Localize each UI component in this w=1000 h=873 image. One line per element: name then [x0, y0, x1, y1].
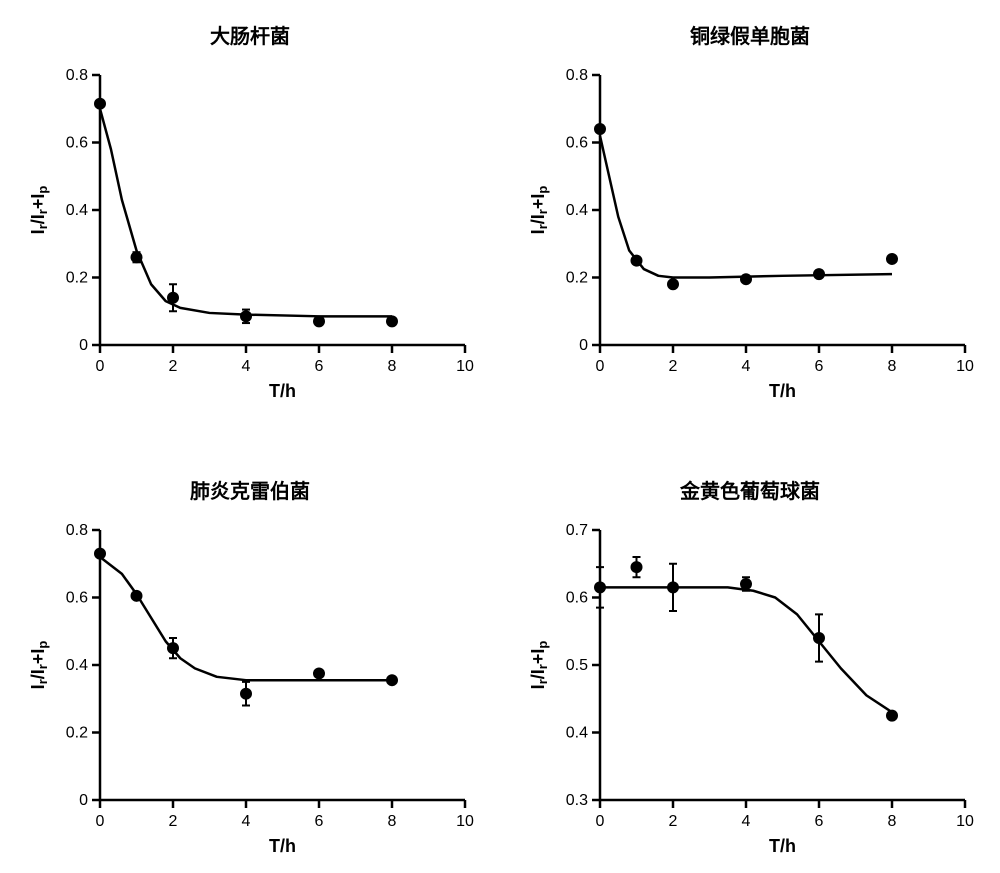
data-point: [740, 273, 752, 285]
y-tick-label: 0.8: [566, 67, 588, 84]
data-point: [94, 98, 106, 110]
data-point: [886, 710, 898, 722]
panel-paeruginosa: 铜绿假单胞菌 0 0.2 0.4 0.6 0.8 0 2 4 6 8 10 T/h Ir/Ir+Ip: [520, 20, 980, 415]
axis-frame: [100, 530, 465, 800]
x-tick-label: 2: [669, 813, 678, 830]
x-tick-label: 4: [742, 813, 751, 830]
data-point: [631, 255, 643, 267]
y-axis-label: Ir/Ir+Ip: [528, 641, 550, 690]
y-tick-label: 0.6: [566, 590, 588, 607]
chart-title: 金黄色葡萄球菌: [520, 475, 980, 504]
chart-svg: 0 0.2 0.4 0.6 0.8 0 2 4 6 8 10 T/h Ir/Ir+Ip: [20, 55, 480, 415]
y-tick-label: 0.6: [566, 135, 588, 152]
x-tick-label: 6: [815, 358, 824, 375]
y-axis-label: Ir/Ir+Ip: [528, 186, 550, 235]
chart-grid: 大肠杆菌 0 0.2 0.4 0.6 0.8 0 2 4 6 8 10 T/h Ir/Ir+Ip 铜绿假单…: [20, 20, 980, 853]
x-tick-label: 6: [315, 358, 324, 375]
y-tick-label: 0: [79, 337, 88, 354]
axis-frame: [600, 75, 965, 345]
x-tick-label: 8: [888, 358, 897, 375]
x-axis-label: T/h: [769, 381, 796, 401]
x-tick-label: 0: [596, 813, 605, 830]
data-point: [594, 123, 606, 135]
x-tick-label: 0: [96, 813, 105, 830]
x-tick-label: 4: [242, 358, 251, 375]
x-tick-label: 4: [242, 813, 251, 830]
data-point: [667, 581, 679, 593]
x-axis-label: T/h: [269, 381, 296, 401]
x-tick-label: 4: [742, 358, 751, 375]
panel-kpneumoniae: 肺炎克雷伯菌 0 0.2 0.4 0.6 0.8 0 2 4 6 8 10 T/h Ir/Ir+Ip: [20, 475, 480, 870]
data-point: [386, 674, 398, 686]
data-point: [813, 268, 825, 280]
data-point: [94, 548, 106, 560]
x-tick-label: 6: [815, 813, 824, 830]
data-point: [167, 292, 179, 304]
x-tick-label: 0: [96, 358, 105, 375]
data-point: [131, 251, 143, 263]
y-tick-label: 0.8: [66, 522, 88, 539]
y-tick-label: 0.4: [566, 725, 588, 742]
fit-curve: [600, 587, 892, 712]
y-tick-label: 0.2: [566, 270, 588, 287]
chart-title: 大肠杆菌: [20, 20, 480, 49]
x-tick-label: 8: [888, 813, 897, 830]
x-tick-label: 2: [169, 358, 178, 375]
x-tick-label: 6: [315, 813, 324, 830]
data-point: [313, 667, 325, 679]
y-tick-label: 0.5: [566, 657, 588, 674]
data-point: [813, 632, 825, 644]
x-tick-label: 10: [456, 813, 474, 830]
x-tick-label: 8: [388, 813, 397, 830]
y-tick-label: 0.4: [66, 657, 88, 674]
chart-svg: 0 0.2 0.4 0.6 0.8 0 2 4 6 8 10 T/h Ir/Ir+Ip: [520, 55, 980, 415]
data-point: [594, 581, 606, 593]
data-point: [740, 578, 752, 590]
axis-frame: [600, 530, 965, 800]
data-point: [631, 561, 643, 573]
panel-saureus: 金黄色葡萄球菌 0.3 0.4 0.5 0.6 0.7 0 2 4 6 8 10 T/h Ir/Ir+Ip: [520, 475, 980, 870]
data-point: [167, 642, 179, 654]
y-tick-label: 0.3: [566, 792, 588, 809]
fit-curve: [100, 109, 392, 317]
y-tick-label: 0.2: [66, 270, 88, 287]
y-tick-label: 0.8: [66, 67, 88, 84]
data-point: [667, 278, 679, 290]
x-axis-label: T/h: [269, 836, 296, 856]
y-tick-label: 0.4: [566, 202, 588, 219]
x-axis-label: T/h: [769, 836, 796, 856]
x-tick-label: 2: [169, 813, 178, 830]
data-point: [886, 253, 898, 265]
fit-curve: [600, 136, 892, 278]
y-tick-label: 0.4: [66, 202, 88, 219]
data-point: [131, 590, 143, 602]
x-tick-label: 0: [596, 358, 605, 375]
x-tick-label: 2: [669, 358, 678, 375]
chart-svg: 0.3 0.4 0.5 0.6 0.7 0 2 4 6 8 10 T/h Ir/Ir+Ip: [520, 510, 980, 870]
y-tick-label: 0.6: [66, 590, 88, 607]
fit-curve: [100, 557, 392, 680]
panel-ecoli: 大肠杆菌 0 0.2 0.4 0.6 0.8 0 2 4 6 8 10 T/h Ir/Ir+Ip: [20, 20, 480, 415]
x-tick-label: 10: [456, 358, 474, 375]
y-axis-label: Ir/Ir+Ip: [28, 641, 50, 690]
y-tick-label: 0: [79, 792, 88, 809]
chart-svg: 0 0.2 0.4 0.6 0.8 0 2 4 6 8 10 T/h Ir/Ir+Ip: [20, 510, 480, 870]
x-tick-label: 10: [956, 358, 974, 375]
chart-title: 铜绿假单胞菌: [520, 20, 980, 49]
x-tick-label: 10: [956, 813, 974, 830]
y-tick-label: 0.2: [66, 725, 88, 742]
y-axis-label: Ir/Ir+Ip: [28, 186, 50, 235]
data-point: [386, 315, 398, 327]
chart-title: 肺炎克雷伯菌: [20, 475, 480, 504]
y-tick-label: 0.6: [66, 135, 88, 152]
data-point: [313, 315, 325, 327]
data-point: [240, 688, 252, 700]
axis-frame: [100, 75, 465, 345]
x-tick-label: 8: [388, 358, 397, 375]
data-point: [240, 310, 252, 322]
y-tick-label: 0.7: [566, 522, 588, 539]
y-tick-label: 0: [579, 337, 588, 354]
